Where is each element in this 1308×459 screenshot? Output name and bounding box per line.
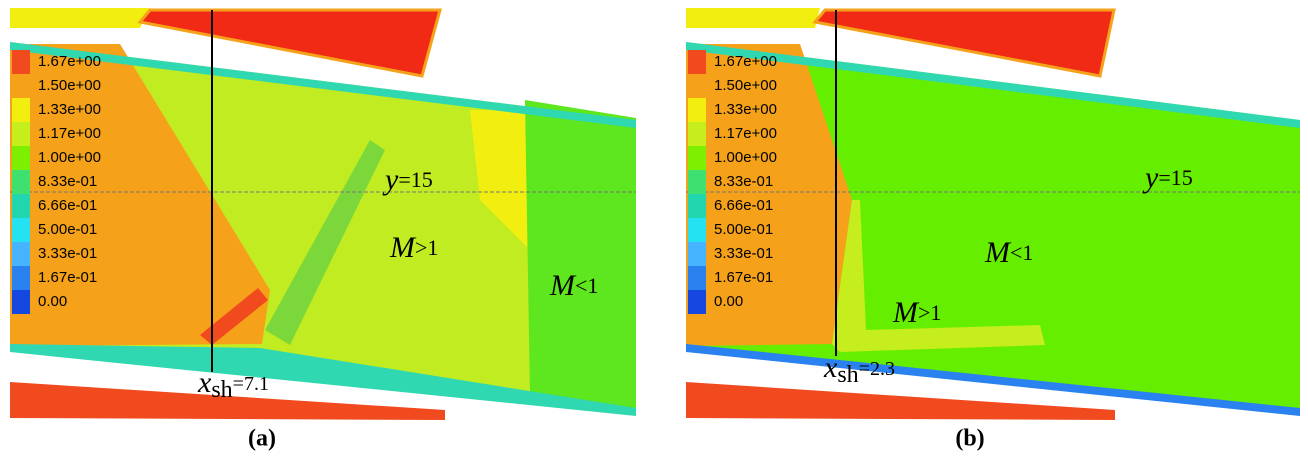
- legend-swatch: [688, 50, 706, 74]
- caption: (b): [955, 426, 984, 452]
- legend-label: 1.33e+00: [38, 101, 101, 118]
- legend-label: 5.00e-01: [714, 221, 773, 238]
- legend-label: 8.33e-01: [38, 173, 97, 190]
- legend-label: 0.00: [38, 293, 67, 310]
- subsonic-region: [525, 100, 636, 415]
- legend-swatch: [688, 194, 706, 218]
- annotation-text: =7.1: [233, 373, 269, 395]
- legend-label: 6.66e-01: [38, 197, 97, 214]
- panel-b: 1.67e+00 1.50e+00 1.33e+00 1.17e+00 1.00e+00…: [686, 8, 1300, 420]
- figure: 1.67e+00 1.50e+00 1.33e+00 1.17e+00 1.00e+00…: [0, 0, 1308, 459]
- legend-swatch: [12, 170, 30, 194]
- legend-label: 1.33e+00: [714, 101, 777, 118]
- symbol: y: [382, 163, 399, 196]
- legend-swatch: [12, 242, 30, 266]
- legend-label: 3.33e-01: [714, 245, 773, 262]
- upper-plate: [686, 8, 820, 28]
- symbol: M: [984, 236, 1012, 269]
- legend-swatch: [12, 50, 30, 74]
- legend-swatch: [688, 74, 706, 98]
- legend-label: 8.33e-01: [714, 173, 773, 190]
- caption: (a): [248, 426, 276, 452]
- annotation-text: =15: [1158, 165, 1192, 190]
- legend-swatch: [688, 98, 706, 122]
- annotation: y=15: [382, 163, 433, 196]
- annotation-text: =2.3: [859, 358, 895, 380]
- legend-swatch: [12, 266, 30, 290]
- legend-swatch: [12, 146, 30, 170]
- legend-swatch: [12, 98, 30, 122]
- annotation: M<1: [984, 236, 1033, 269]
- symbol: M: [892, 296, 920, 329]
- legend-label: 1.67e-01: [38, 269, 97, 286]
- legend-swatch: [688, 266, 706, 290]
- symbol: M: [549, 269, 577, 302]
- legend-label: 1.00e+00: [714, 149, 777, 166]
- annotation: y=15: [1142, 161, 1193, 194]
- legend-swatch: [12, 194, 30, 218]
- legend-label: 1.17e+00: [714, 125, 777, 142]
- legend-label: 6.66e-01: [714, 197, 773, 214]
- annotation-text: <1: [575, 273, 598, 298]
- annotation-text: <1: [1010, 240, 1033, 265]
- legend-swatch: [688, 170, 706, 194]
- legend-label: 1.67e-01: [714, 269, 773, 286]
- annotation-text: >1: [918, 300, 941, 325]
- legend-swatch: [12, 290, 30, 314]
- panel-a: 1.67e+00 1.50e+00 1.33e+00 1.17e+00 1.00e+00…: [10, 8, 636, 420]
- symbol: x: [823, 351, 838, 384]
- upper-plate: [10, 8, 150, 28]
- annotation: M>1: [389, 231, 438, 264]
- legend-label: 0.00: [714, 293, 743, 310]
- legend-swatch: [688, 242, 706, 266]
- symbol: x: [197, 366, 212, 399]
- legend-label: 5.00e-01: [38, 221, 97, 238]
- subscript: sh: [837, 362, 858, 388]
- legend-label: 1.50e+00: [38, 77, 101, 94]
- legend-swatch: [12, 218, 30, 242]
- legend-label: 1.67e+00: [38, 53, 101, 70]
- symbol: y: [1142, 161, 1159, 194]
- legend-label: 1.17e+00: [38, 125, 101, 142]
- subscript: sh: [211, 377, 232, 403]
- annotation-text: >1: [415, 235, 438, 260]
- annotation: M<1: [549, 269, 598, 302]
- legend-swatch: [688, 146, 706, 170]
- annotation: M>1: [892, 296, 941, 329]
- legend-swatch: [688, 218, 706, 242]
- annotation-text: =15: [398, 167, 432, 192]
- legend-swatch: [688, 290, 706, 314]
- legend-label: 3.33e-01: [38, 245, 97, 262]
- legend-swatch: [12, 122, 30, 146]
- legend-label: 1.50e+00: [714, 77, 777, 94]
- legend-swatch: [12, 74, 30, 98]
- symbol: M: [389, 231, 417, 264]
- legend-label: 1.00e+00: [38, 149, 101, 166]
- legend-label: 1.67e+00: [714, 53, 777, 70]
- legend-swatch: [688, 122, 706, 146]
